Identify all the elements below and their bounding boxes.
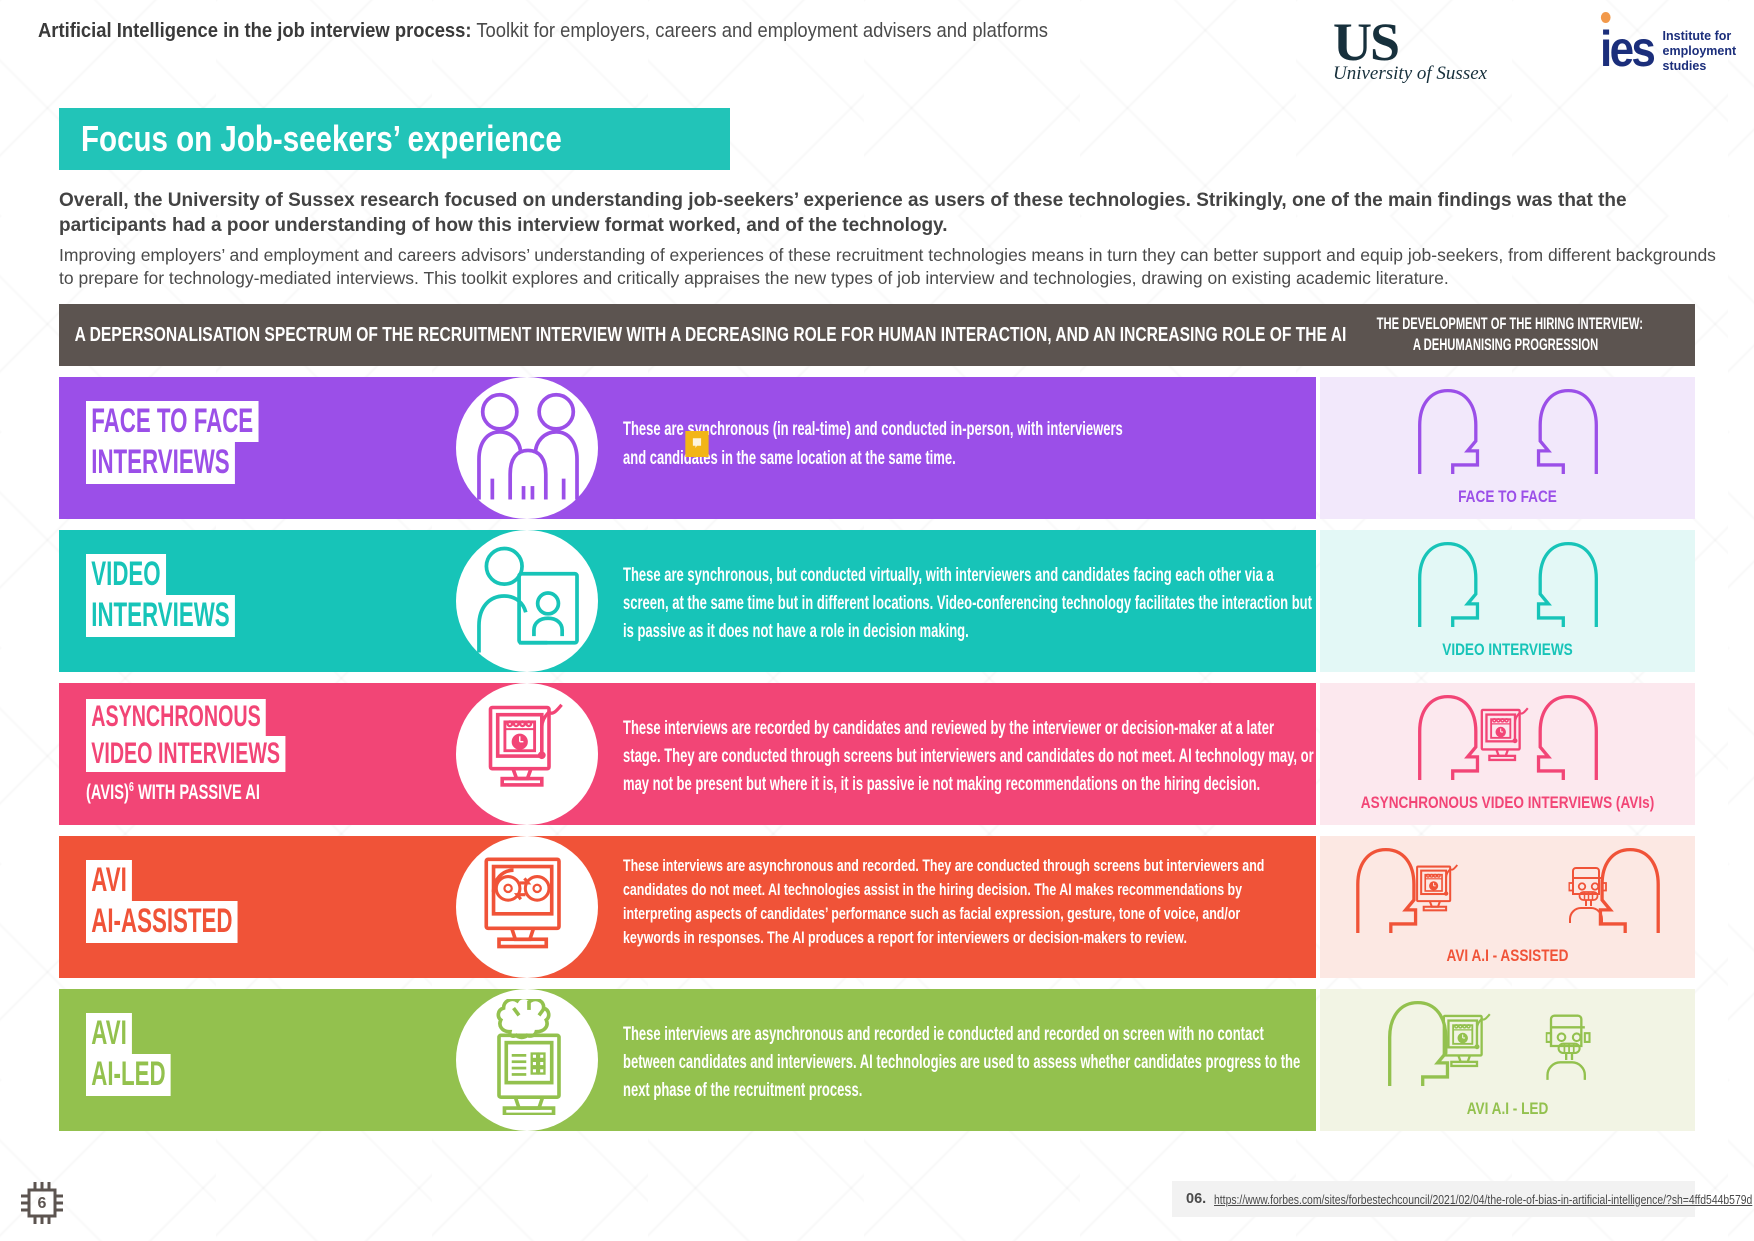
svg-text:6: 6 bbox=[38, 1195, 47, 1212]
